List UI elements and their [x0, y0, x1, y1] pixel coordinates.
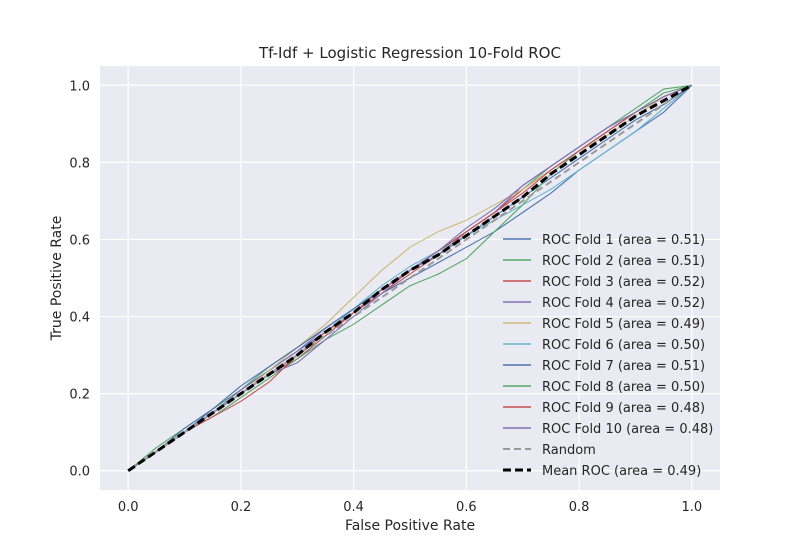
chart-title: Tf-Idf + Logistic Regression 10-Fold ROC	[258, 44, 561, 62]
legend-label: ROC Fold 7 (area = 0.51)	[542, 359, 705, 374]
legend-label: ROC Fold 5 (area = 0.49)	[542, 317, 705, 332]
legend-label: Mean ROC (area = 0.49)	[542, 464, 701, 479]
y-axis-title: True Positive Rate	[49, 216, 65, 342]
x-tick-label: 0.4	[343, 500, 364, 515]
legend-label: ROC Fold 1 (area = 0.51)	[542, 233, 705, 248]
legend-label: ROC Fold 8 (area = 0.50)	[542, 380, 705, 395]
legend: ROC Fold 1 (area = 0.51) ROC Fold 2 (area…	[503, 233, 713, 479]
legend-label: ROC Fold 9 (area = 0.48)	[542, 401, 705, 416]
series-lines	[127, 83, 693, 472]
y-tick-label: 0.8	[69, 156, 90, 171]
x-axis-title: False Positive Rate	[345, 518, 475, 534]
x-tick-label: 0.2	[231, 500, 252, 515]
legend-label: Random	[542, 443, 596, 458]
y-tick-label: 1.0	[69, 79, 90, 94]
y-tick-label: 0.2	[69, 388, 90, 403]
grid-lines	[100, 66, 720, 490]
x-tick-label: 0.0	[118, 500, 139, 515]
legend-label: ROC Fold 6 (area = 0.50)	[542, 338, 705, 353]
legend-label: ROC Fold 10 (area = 0.48)	[542, 422, 713, 437]
x-tick-label: 1.0	[681, 500, 702, 515]
series-line-12	[127, 83, 693, 472]
y-tick-label: 0.6	[69, 233, 90, 248]
y-tick-label: 0.4	[69, 311, 90, 326]
x-tick-label: 0.8	[569, 500, 590, 515]
tick-labels: 0.0 0.2 0.4 0.6 0.8 1.0 0.0 0.2 0.4 0.6 0.8 1.0	[69, 79, 702, 515]
legend-label: ROC Fold 3 (area = 0.52)	[542, 275, 705, 290]
legend-label: ROC Fold 4 (area = 0.52)	[542, 296, 705, 311]
legend-label: ROC Fold 2 (area = 0.51)	[542, 254, 705, 269]
y-tick-label: 0.0	[69, 465, 90, 480]
x-tick-label: 0.6	[456, 500, 477, 515]
